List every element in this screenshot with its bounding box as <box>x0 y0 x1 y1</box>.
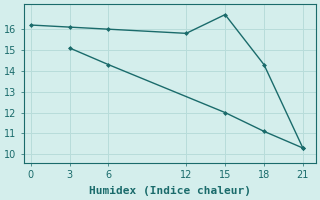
X-axis label: Humidex (Indice chaleur): Humidex (Indice chaleur) <box>89 186 251 196</box>
